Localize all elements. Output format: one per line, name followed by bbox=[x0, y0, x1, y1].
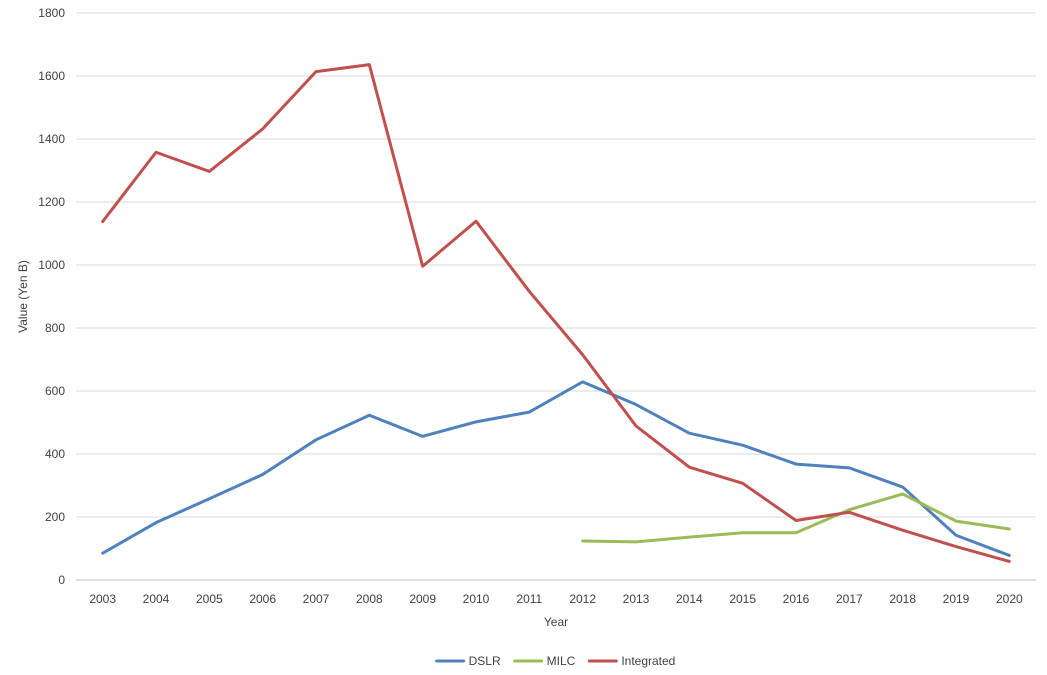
x-tick-label: 2006 bbox=[249, 592, 276, 606]
grid-lines bbox=[76, 12, 1036, 581]
series-line-integrated bbox=[101, 63, 1011, 563]
y-axis-ticks: 0 200 400 600 800 1000 1200 1400 1600 1800 bbox=[38, 6, 65, 587]
legend-label-milc: MILC bbox=[547, 654, 576, 668]
x-tick-label: 2007 bbox=[303, 592, 330, 606]
x-tick-label: 2011 bbox=[516, 592, 542, 606]
x-tick-label: 2005 bbox=[196, 592, 223, 606]
series-line-milc bbox=[581, 492, 1011, 544]
x-tick-label: 2003 bbox=[89, 592, 116, 606]
y-tick-label: 800 bbox=[45, 321, 65, 335]
y-axis-title: Value (Yen B) bbox=[16, 260, 30, 333]
x-tick-label: 2010 bbox=[463, 592, 490, 606]
x-tick-label: 2017 bbox=[836, 592, 863, 606]
x-tick-label: 2016 bbox=[783, 592, 810, 606]
x-tick-label: 2014 bbox=[676, 592, 703, 606]
y-tick-label: 1600 bbox=[38, 69, 65, 83]
x-tick-label: 2004 bbox=[143, 592, 170, 606]
y-tick-label: 400 bbox=[45, 447, 65, 461]
x-axis-ticks: 2003 2004 2005 2006 2007 2008 2009 2010 2011 2012… bbox=[89, 592, 1023, 606]
y-tick-label: 1400 bbox=[38, 132, 65, 146]
x-tick-label: 2009 bbox=[409, 592, 436, 606]
series-lines bbox=[101, 63, 1011, 563]
y-tick-label: 200 bbox=[45, 510, 65, 524]
legend: DSLR MILC Integrated bbox=[435, 654, 675, 668]
series-line-dslr bbox=[101, 380, 1011, 557]
x-axis-title: Year bbox=[544, 615, 568, 629]
y-tick-label: 0 bbox=[58, 573, 65, 587]
x-tick-label: 2012 bbox=[569, 592, 596, 606]
x-tick-label: 2018 bbox=[889, 592, 916, 606]
y-tick-label: 600 bbox=[45, 384, 65, 398]
legend-label-dslr: DSLR bbox=[469, 654, 501, 668]
x-tick-label: 2019 bbox=[943, 592, 970, 606]
y-tick-label: 1800 bbox=[38, 6, 65, 20]
y-tick-label: 1200 bbox=[38, 195, 65, 209]
x-tick-label: 2013 bbox=[623, 592, 650, 606]
legend-label-integrated: Integrated bbox=[621, 654, 675, 668]
x-tick-label: 2015 bbox=[729, 592, 756, 606]
y-tick-label: 1000 bbox=[38, 258, 65, 272]
x-tick-label: 2008 bbox=[356, 592, 383, 606]
x-tick-label: 2020 bbox=[996, 592, 1023, 606]
